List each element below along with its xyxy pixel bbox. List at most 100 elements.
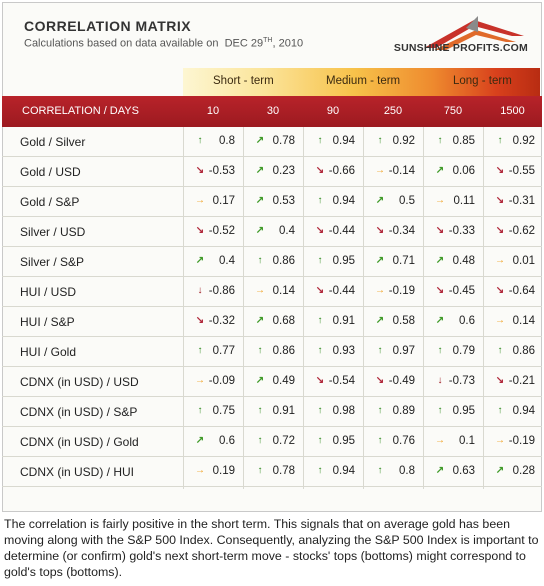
arrow-up-icon: ↑: [317, 405, 323, 416]
table-row: HUI / Gold ↑ 0.77 ↑ 0.86 ↑ 0.93 ↑ 0.97 ↑ 0.79 ↑ 0.86: [2, 337, 542, 367]
correlation-cell: ↗ 0.68: [243, 307, 303, 336]
correlation-cell: ↗ 0.71: [363, 247, 423, 276]
correlation-value: 0.4: [219, 255, 235, 267]
correlation-value: 0.8: [399, 465, 415, 477]
row-label: HUI / S&P: [20, 315, 75, 329]
row-label: Gold / Silver: [20, 135, 86, 149]
arrow-up-right-icon: ↗: [255, 315, 265, 326]
correlation-cell: ↘ -0.33: [423, 217, 483, 246]
correlation-value: 0.01: [512, 255, 535, 267]
correlation-cell: ↑ 0.86: [483, 337, 543, 366]
correlation-cell: ↘ -0.32: [183, 307, 243, 336]
arrow-right-icon: →: [435, 435, 445, 446]
correlation-value: 0.93: [332, 345, 355, 357]
arrow-down-right-icon: ↘: [495, 285, 505, 296]
correlation-value: 0.19: [212, 465, 235, 477]
arrow-right-icon: →: [195, 375, 205, 386]
correlation-value: 0.14: [272, 285, 295, 297]
correlation-value: -0.34: [388, 225, 415, 237]
header-label: CORRELATION / DAYS: [22, 105, 139, 117]
correlation-value: -0.19: [388, 285, 415, 297]
correlation-value: -0.54: [328, 375, 355, 387]
correlation-value: 0.95: [332, 255, 355, 267]
correlation-cell: ↑ 0.92: [483, 127, 543, 156]
correlation-cell: → -0.14: [363, 157, 423, 186]
correlation-value: -0.45: [448, 285, 475, 297]
correlation-cell: → -0.19: [483, 427, 543, 456]
arrow-up-icon: ↑: [497, 135, 503, 146]
arrow-down-right-icon: ↘: [315, 225, 325, 236]
correlation-cell: ↗ 0.6: [423, 307, 483, 336]
arrow-up-icon: ↑: [437, 345, 443, 356]
arrow-up-icon: ↑: [317, 465, 323, 476]
correlation-value: 0.8: [219, 135, 235, 147]
correlation-value: -0.31: [508, 195, 535, 207]
correlation-value: -0.49: [388, 375, 415, 387]
arrow-down-right-icon: ↘: [315, 285, 325, 296]
correlation-value: 0.86: [272, 345, 295, 357]
correlation-cell: ↘ -0.64: [483, 277, 543, 306]
arrow-right-icon: →: [435, 195, 445, 206]
row-label: CDNX (in USD) / USD: [20, 375, 139, 389]
subtitle-prefix: Calculations based on data available on: [24, 37, 219, 50]
arrow-up-right-icon: ↗: [435, 315, 445, 326]
subtitle-year: , 2010: [272, 37, 304, 50]
arrow-right-icon: →: [375, 165, 385, 176]
column-divider: [183, 127, 184, 489]
arrow-right-icon: →: [375, 285, 385, 296]
arrow-up-icon: ↑: [317, 195, 323, 206]
table-row: HUI / USD ↓ -0.86 → 0.14 ↘ -0.44 → -0.19 ↘ -0.45 ↘ -…: [2, 277, 542, 307]
correlation-cell: ↓ -0.86: [183, 277, 243, 306]
arrow-down-right-icon: ↘: [495, 195, 505, 206]
correlation-cell: ↑ 0.72: [243, 427, 303, 456]
correlation-cell: ↘ -0.45: [423, 277, 483, 306]
arrow-up-right-icon: ↗: [435, 165, 445, 176]
correlation-cell: ↘ -0.31: [483, 187, 543, 216]
correlation-cell: ↑ 0.94: [303, 457, 363, 486]
correlation-cell: ↗ 0.28: [483, 457, 543, 486]
table-row: CDNX (in USD) / HUI → 0.19 ↑ 0.78 ↑ 0.94 ↑ 0.8 ↗ 0…: [2, 457, 542, 487]
correlation-cell: ↑ 0.97: [363, 337, 423, 366]
arrow-up-icon: ↑: [317, 135, 323, 146]
correlation-value: -0.09: [208, 375, 235, 387]
correlation-cell: → 0.14: [483, 307, 543, 336]
correlation-cell: ↑ 0.8: [363, 457, 423, 486]
correlation-value: 0.95: [332, 435, 355, 447]
arrow-up-right-icon: ↗: [255, 375, 265, 386]
correlation-cell: ↑ 0.94: [303, 187, 363, 216]
arrow-up-icon: ↑: [317, 435, 323, 446]
correlation-value: 0.28: [512, 465, 535, 477]
arrow-up-right-icon: ↗: [435, 465, 445, 476]
correlation-value: 0.14: [512, 315, 535, 327]
correlation-cell: ↑ 0.77: [183, 337, 243, 366]
table-row: CDNX (in USD) / USD → -0.09 ↗ 0.49 ↘ -0.54 ↘ -0.…: [2, 367, 542, 397]
correlation-value: -0.14: [388, 165, 415, 177]
correlation-cell: ↘ -0.21: [483, 367, 543, 396]
arrow-up-icon: ↑: [437, 135, 443, 146]
page-subtitle: Calculations based on data available on …: [24, 37, 303, 50]
correlation-cell: ↑ 0.86: [243, 337, 303, 366]
correlation-cell: ↑ 0.94: [483, 397, 543, 426]
correlation-value: 0.94: [512, 405, 535, 417]
correlation-cell: ↘ -0.44: [303, 217, 363, 246]
sunshine-logo-icon: [424, 16, 524, 50]
correlation-cell: → -0.19: [363, 277, 423, 306]
arrow-right-icon: →: [195, 465, 205, 476]
correlation-value: 0.89: [392, 405, 415, 417]
arrow-up-icon: ↑: [317, 345, 323, 356]
correlation-value: 0.58: [392, 315, 415, 327]
correlation-cell: ↑ 0.98: [303, 397, 363, 426]
correlation-cell: ↗ 0.53: [243, 187, 303, 216]
correlation-value: -0.44: [328, 225, 355, 237]
arrow-up-icon: ↑: [317, 315, 323, 326]
correlation-cell: ↗ 0.78: [243, 127, 303, 156]
correlation-cell: ↑ 0.91: [303, 307, 363, 336]
correlation-value: -0.33: [448, 225, 475, 237]
column-divider: [303, 127, 304, 489]
correlation-cell: ↑ 0.76: [363, 427, 423, 456]
arrow-up-icon: ↑: [257, 405, 263, 416]
correlation-value: 0.17: [212, 195, 235, 207]
correlation-value: 0.79: [452, 345, 475, 357]
correlation-cell: ↗ 0.5: [363, 187, 423, 216]
correlation-cell: ↘ -0.55: [483, 157, 543, 186]
